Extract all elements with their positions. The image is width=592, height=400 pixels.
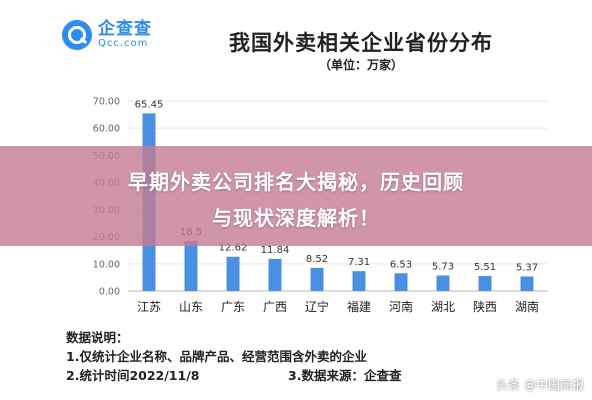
qcc-logo: 企查查 Qcc.com xyxy=(62,20,152,50)
bar xyxy=(268,258,282,291)
headline-line-2: 与现状深度解析！ xyxy=(212,206,380,230)
x-tick-label: 广西 xyxy=(263,300,287,314)
notes-item-2: 2.统计时间2022/11/8 xyxy=(66,368,200,383)
x-tick-label: 福建 xyxy=(347,299,371,314)
x-tick-label: 湖南 xyxy=(515,299,539,314)
x-tick-label: 河南 xyxy=(389,299,413,314)
bar-value-label: 5.37 xyxy=(516,262,538,273)
bar xyxy=(184,240,198,291)
source-watermark: 头条 @中国商报 xyxy=(496,378,584,392)
bar xyxy=(352,271,366,291)
notes-row-3: 2.统计时间2022/11/8 3.数据来源：企查查 xyxy=(66,366,546,385)
y-tick-label: 10.00 xyxy=(93,259,120,270)
logo-name-en: Qcc.com xyxy=(98,37,149,49)
headline-overlay-banner: 早期外卖公司排名大揭秘，历史回顾 与现状深度解析！ xyxy=(0,146,592,246)
bar-value-label: 8.52 xyxy=(306,254,328,265)
bar xyxy=(478,276,492,291)
y-tick-label: 60.00 xyxy=(93,124,120,135)
bar-value-label: 65.45 xyxy=(135,99,164,110)
y-tick-label: 70.00 xyxy=(93,97,120,108)
bar-value-label: 7.31 xyxy=(348,257,370,268)
y-tick-label: 0.00 xyxy=(99,287,120,298)
x-tick-label: 湖北 xyxy=(431,299,455,314)
bar-value-label: 5.73 xyxy=(432,261,454,272)
bar-value-label: 11.84 xyxy=(261,245,290,256)
qcc-logo-text: 企查查 Qcc.com xyxy=(98,18,152,49)
x-tick-label: 江苏 xyxy=(137,300,161,314)
x-tick-label: 辽宁 xyxy=(305,299,329,314)
bar xyxy=(520,276,534,291)
x-tick-label: 山东 xyxy=(179,300,203,314)
notes-item-3: 3.数据来源：企查查 xyxy=(288,368,402,383)
bar xyxy=(310,267,324,291)
bar xyxy=(436,275,450,291)
bar-value-label: 12.62 xyxy=(219,243,248,254)
bar xyxy=(226,256,240,291)
data-notes: 数据说明： 1.仅统计企业名称、品牌产品、经营范围含外卖的企业 2.统计时间20… xyxy=(66,328,546,385)
logo-name-cn: 企查查 xyxy=(98,18,152,39)
x-tick-label: 广东 xyxy=(221,300,245,314)
bar-value-label: 5.51 xyxy=(474,262,496,273)
headline-line-1: 早期外卖公司排名大揭秘，历史回顾 xyxy=(128,170,464,194)
qcc-logo-icon xyxy=(62,20,92,50)
notes-item-1: 1.仅统计企业名称、品牌产品、经营范围含外卖的企业 xyxy=(66,349,367,364)
chart-title: 我国外卖相关企业省份分布 xyxy=(229,31,493,55)
bar-value-label: 6.53 xyxy=(390,259,412,270)
notes-heading: 数据说明： xyxy=(66,330,129,345)
x-tick-label: 陕西 xyxy=(473,299,497,314)
chart-unit-subtitle: （单位：万家） xyxy=(318,58,403,72)
bar xyxy=(394,273,408,291)
